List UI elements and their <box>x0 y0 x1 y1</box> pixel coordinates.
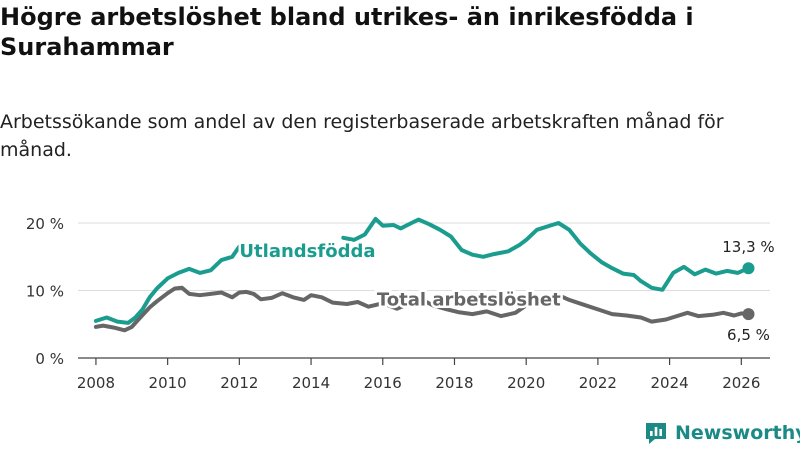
x-tick-label: 2018 <box>435 374 473 392</box>
annotations: Utlandsfödda Total arbetslöshet <box>237 238 564 313</box>
x-tick-label: 2024 <box>651 374 689 392</box>
x-tick-label: 2012 <box>220 374 258 392</box>
x-tick-label: 2010 <box>149 374 187 392</box>
x-axis: 2008 2010 2012 2014 2016 2018 2020 2022 2024 2026 <box>77 357 770 392</box>
series-end-label: 13,3 % <box>722 238 774 256</box>
series-end-marker <box>742 262 755 275</box>
series-end-marker <box>742 308 755 321</box>
series-line-total <box>93 285 751 333</box>
newsworthy-logo[interactable]: Newsworthy <box>643 419 800 447</box>
y-tick-label: 20 % <box>26 215 64 233</box>
series-lines: 6,5 % 13,3 % <box>93 216 775 344</box>
series-name-label: Utlandsfödda <box>239 241 375 262</box>
series-line-utlandsfodda <box>93 216 751 325</box>
y-tick-label: 10 % <box>26 283 64 301</box>
y-tick-label: 0 % <box>35 350 64 368</box>
series-end-label: 6,5 % <box>727 326 770 344</box>
bar-chart-icon <box>646 423 666 444</box>
x-tick-label: 2014 <box>292 374 330 392</box>
chart-subtitle: Arbetssökande som andel av den registerb… <box>0 111 724 161</box>
x-tick-label: 2016 <box>364 374 402 392</box>
series-name-label: Total arbetslöshet <box>377 289 561 310</box>
x-tick-label: 2008 <box>77 374 115 392</box>
chart-title: Högre arbetslöshet bland utrikes- än inr… <box>0 3 694 61</box>
y-axis-ticks: 0 % 10 % 20 % <box>26 215 64 368</box>
x-tick-label: 2022 <box>579 374 617 392</box>
x-tick-label: 2020 <box>507 374 545 392</box>
x-tick-label: 2026 <box>722 374 760 392</box>
logo-text: Newsworthy <box>675 422 800 444</box>
